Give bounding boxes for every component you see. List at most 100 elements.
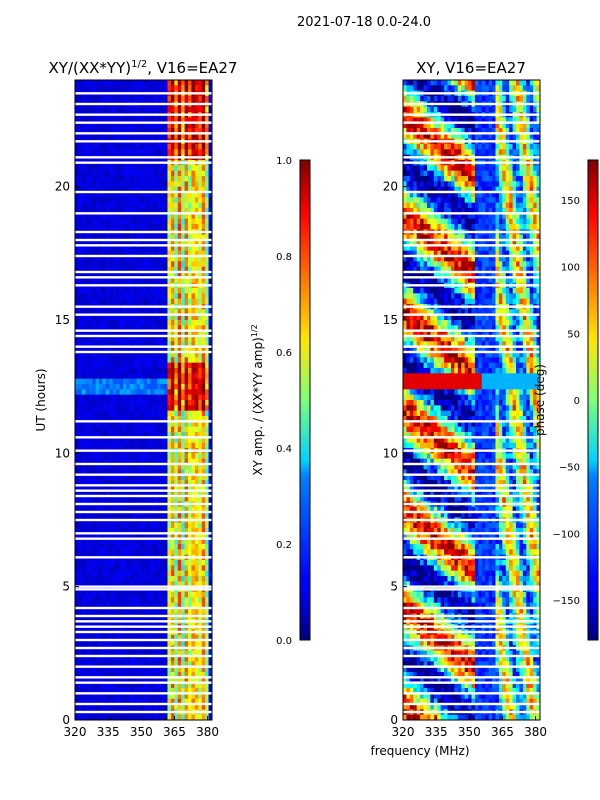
heatmap-cell [143,522,148,529]
heatmap-cell [133,272,138,278]
heatmap-cell [78,288,83,294]
heatmap-cell [88,320,93,326]
heatmap-cell [150,522,155,529]
heatmap-cell [188,592,192,598]
heatmap-cell [146,378,151,385]
heatmap-cell [201,352,206,358]
heatmap-cell [140,277,144,284]
heatmap-cell [112,288,117,294]
heatmap-cell [119,394,124,401]
heatmap-cell [153,266,158,273]
flagged-row [75,710,212,714]
heatmap-cell [188,560,192,566]
heatmap-cell [191,400,196,406]
heatmap-cell [153,298,158,305]
heatmap-cell [150,538,155,545]
heatmap-cell [201,341,206,348]
heatmap-cell [116,538,120,545]
heatmap-cell [167,437,172,444]
heatmap-cell [85,293,90,300]
heatmap-cell [105,330,110,337]
heatmap-cell [136,400,141,406]
heatmap-cell [164,330,168,337]
heatmap-cell [75,80,79,86]
heatmap-cell [160,117,165,124]
heatmap-cell [95,250,100,257]
heatmap-cell [88,117,93,124]
heatmap-cell [126,437,131,444]
heatmap-cell [157,341,162,348]
heatmap-cell [129,602,134,609]
left-x-axis: 320 335 350 365 380 [64,716,219,739]
heatmap-cell [98,565,103,572]
heatmap-cell [140,426,144,433]
heatmap-cell [146,234,151,241]
heatmap-cell [81,480,86,486]
heatmap-cell [116,432,120,438]
heatmap-cell [85,480,90,486]
heatmap-cell [177,170,182,177]
heatmap-cell [109,672,114,678]
heatmap-cell [78,234,83,241]
heatmap-cell [133,325,138,332]
heatmap-cell [174,208,179,214]
heatmap-cell [98,698,103,705]
heatmap-cell [119,426,124,433]
heatmap-cell [109,277,114,284]
heatmap-cell [81,234,86,241]
heatmap-cell [88,496,93,502]
heatmap-cell [85,240,90,246]
heatmap-cell [153,325,158,332]
heatmap-cell [174,144,179,150]
heatmap-cell [201,640,206,646]
heatmap-cell [105,581,110,588]
heatmap-cell [205,330,209,337]
heatmap-cell [143,688,148,694]
heatmap-cell [105,437,110,444]
heatmap-cell [119,538,124,545]
heatmap-cell [167,277,172,284]
heatmap-cell [102,506,107,513]
heatmap-cell [188,565,192,572]
heatmap-cell [122,432,127,438]
heatmap-cell [188,320,192,326]
heatmap-cell [119,240,124,246]
heatmap-cell [174,666,179,673]
heatmap-cell [191,480,196,486]
heatmap-cell [164,565,168,572]
heatmap-cell [167,314,172,321]
heatmap-cell [157,544,162,550]
flagged-row [75,420,212,423]
heatmap-cell [509,85,513,92]
heatmap-cell [75,192,79,198]
heatmap-cell [75,288,79,294]
heatmap-cell [188,421,192,428]
heatmap-cell [102,352,107,358]
heatmap-cell [136,666,141,673]
heatmap-cell [157,298,162,305]
heatmap-cell [109,400,114,406]
heatmap-cell [167,352,172,358]
heatmap-cell [102,85,107,92]
heatmap-cell [143,533,148,540]
heatmap-cell [75,549,79,556]
heatmap-cell [95,186,100,193]
heatmap-cell [109,533,114,540]
heatmap-cell [167,106,172,113]
heatmap-cell [177,266,182,273]
heatmap-cell [205,432,209,438]
heatmap-cell [129,698,134,705]
heatmap-cell [191,362,196,369]
heatmap-cell [157,245,162,252]
heatmap-cell [184,432,189,438]
heatmap-cell [92,528,96,534]
heatmap-cell [150,378,155,385]
heatmap-cell [140,474,144,481]
heatmap-cell [143,634,148,641]
heatmap-cell [157,389,162,396]
heatmap-cell [102,277,107,284]
heatmap-cell [102,368,107,374]
heatmap-cell [109,213,114,220]
heatmap-cell [133,128,138,134]
heatmap-cell [140,250,144,257]
